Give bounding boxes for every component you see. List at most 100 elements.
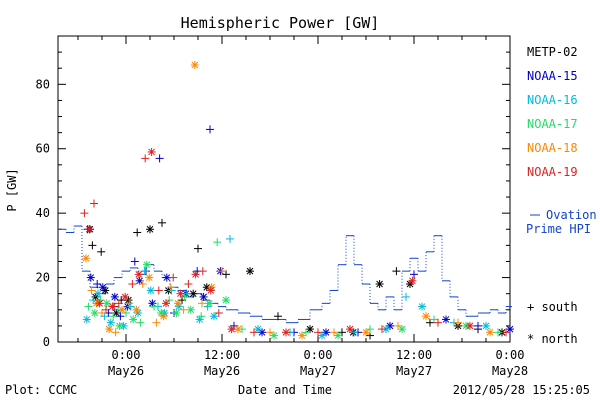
mark-d2 [162,299,170,307]
data-point [306,325,314,334]
data-point [114,299,123,308]
data-point [90,309,99,318]
mark-d2 [83,316,91,323]
data-point [392,267,401,276]
data-point [402,292,410,301]
data-point [134,309,142,318]
chart-title: Hemispheric Power [GW] [181,14,380,32]
x-tick-date: May26 [204,364,240,378]
data-point [206,125,214,134]
mark-d2 [246,267,254,275]
mark-d2 [200,293,207,301]
mark-d2 [157,309,165,317]
y-tick-label: 20 [36,271,50,285]
data-point [350,328,358,337]
data-point [87,286,96,295]
data-point [158,218,166,227]
symbol-legend: + south * north [527,300,578,346]
mark-d2 [129,316,137,323]
data-point [410,270,418,279]
data-point [174,299,182,308]
data-point [334,331,342,340]
data-point [362,328,370,337]
data-point [184,280,193,289]
mark-d2 [160,312,167,320]
data-point [322,328,330,337]
data-point [434,318,442,327]
data-point [199,292,208,301]
data-point [206,286,215,295]
data-point [82,315,91,324]
data-point [148,299,157,308]
data-point [418,302,426,311]
footer-right: 2012/05/28 15:25:05 [452,383,590,397]
data-point [454,318,462,327]
data-point [250,328,258,337]
data-point [346,325,354,334]
data-point [218,267,226,276]
data-point [394,321,402,330]
mark-d2 [189,290,197,298]
data-point [129,315,138,324]
mark-d2 [486,328,494,336]
data-point [167,286,176,295]
mark-d2 [147,287,155,294]
mark-d2 [136,277,143,285]
mark-d2 [418,303,426,310]
data-point [378,325,386,334]
mark-d2 [398,325,406,333]
mark-d2 [91,309,99,317]
data-point [106,318,115,327]
data-point [121,292,130,301]
mark-d2 [203,283,211,291]
mark-d2 [442,316,450,323]
data-point [108,302,117,311]
mark-d2 [376,280,383,288]
mark-d2 [148,148,155,156]
data-point [140,267,149,276]
data-point [194,244,202,253]
data-point [102,299,111,308]
data-point [330,328,338,337]
mark-d2 [334,332,342,339]
legend-entry: NOAA-18 [527,141,578,155]
data-point [169,273,178,282]
data-point [85,225,94,234]
mark-d2 [99,283,107,291]
data-point [180,292,189,301]
mark-d2 [143,261,151,269]
data-point [210,312,218,321]
data-point [90,199,98,208]
data-point [195,315,204,324]
mark-d2 [482,322,490,330]
data-point [205,299,214,308]
mark-d2 [174,299,182,307]
data-point [97,247,106,256]
data-point [93,280,102,289]
data-point [176,289,185,298]
data-point [213,238,222,247]
data-point [314,328,322,337]
legend-entry: NOAA-17 [527,117,578,131]
data-point [130,257,139,266]
data-point [152,318,161,327]
data-point [141,154,150,163]
mark-d2 [362,328,370,336]
mark-d2 [177,290,184,298]
data-point [502,328,510,337]
data-point [190,60,199,69]
data-point [146,286,155,295]
data-point [89,296,98,305]
data-point [98,309,106,318]
data-points [80,60,514,340]
mark-d2 [103,299,111,307]
data-point [174,302,183,311]
mark-d2 [116,322,123,330]
mark-d2 [94,290,102,298]
data-point [126,302,135,311]
data-point [338,328,346,337]
mark-d2 [270,332,278,339]
mark-d2 [85,225,93,233]
